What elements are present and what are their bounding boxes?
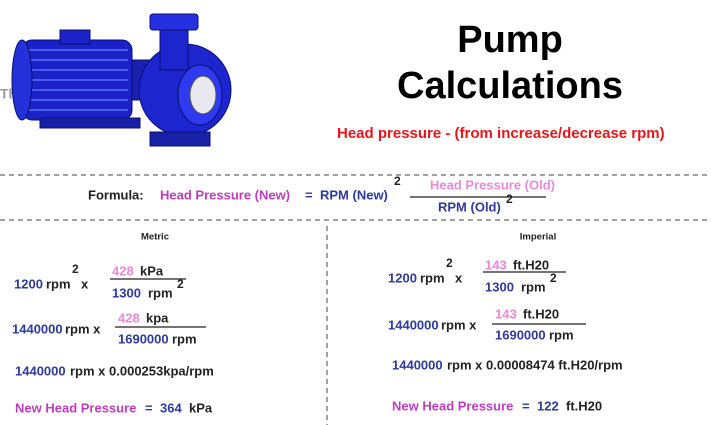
column-heading: Metric — [141, 232, 169, 243]
unit: rpm — [420, 270, 445, 285]
value: 1200 — [388, 270, 417, 285]
pump-illustration — [11, 13, 232, 147]
operator: x — [455, 270, 463, 285]
title: Pump — [457, 19, 563, 61]
result-label: New Head Pressure — [392, 398, 513, 413]
value: 1440000 — [15, 363, 66, 378]
value: 1200 — [14, 276, 43, 291]
expression: rpm x 0.000253kpa/rpm — [70, 363, 214, 378]
exponent: 2 — [72, 262, 79, 276]
numerator-value: 143 — [485, 257, 507, 272]
title: Calculations — [397, 65, 623, 107]
denominator-value: 1690000 — [118, 331, 169, 346]
formula-term: Head Pressure (New) — [160, 187, 290, 202]
value: 1440000 — [12, 321, 63, 336]
exponent: 2 — [394, 174, 401, 188]
value: 1440000 — [388, 317, 439, 332]
unit: kpa — [146, 310, 169, 325]
exponent: 2 — [550, 271, 557, 285]
unit: rpm — [521, 279, 546, 294]
result-label: New Head Pressure — [15, 400, 136, 415]
equals: = — [305, 187, 313, 202]
equals: = — [145, 400, 153, 415]
value: 1440000 — [392, 357, 443, 372]
unit: rpm — [148, 285, 173, 300]
formula-label: Formula: — [88, 187, 144, 202]
denominator-value: 1300 — [112, 285, 141, 300]
denominator: RPM (Old) — [438, 199, 501, 214]
result-value: 364 — [160, 400, 182, 415]
exponent: 2 — [506, 192, 513, 206]
unit: rpm — [172, 331, 197, 346]
numerator-value: 428 — [118, 310, 140, 325]
denominator-value: 1300 — [485, 279, 514, 294]
exponent: 2 — [446, 256, 453, 270]
operator: x — [81, 276, 89, 291]
numerator-value: 143 — [495, 306, 517, 321]
denominator-value: 1690000 — [495, 327, 546, 342]
unit: rpm — [46, 276, 71, 291]
unit: ft.H20 — [513, 257, 549, 272]
unit: rpm — [549, 327, 574, 342]
unit: ft.H20 — [566, 398, 602, 413]
unit: ft.H20 — [523, 306, 559, 321]
numerator-value: 428 — [112, 263, 134, 278]
unit: kPa — [140, 263, 164, 278]
numerator: Head Pressure (Old) — [430, 177, 555, 192]
formula-term: RPM (New) — [320, 187, 388, 202]
exponent: 2 — [177, 277, 184, 291]
equals: = — [522, 398, 530, 413]
expression: rpm x 0.00008474 ft.H20/rpm — [447, 357, 623, 372]
result-value: 122 — [537, 398, 559, 413]
unit: kPa — [189, 400, 213, 415]
unit: rpm x — [441, 317, 477, 332]
subtitle: Head pressure - (from increase/decrease … — [337, 125, 665, 142]
column-heading: Imperial — [520, 232, 556, 243]
unit: rpm x — [65, 321, 101, 336]
